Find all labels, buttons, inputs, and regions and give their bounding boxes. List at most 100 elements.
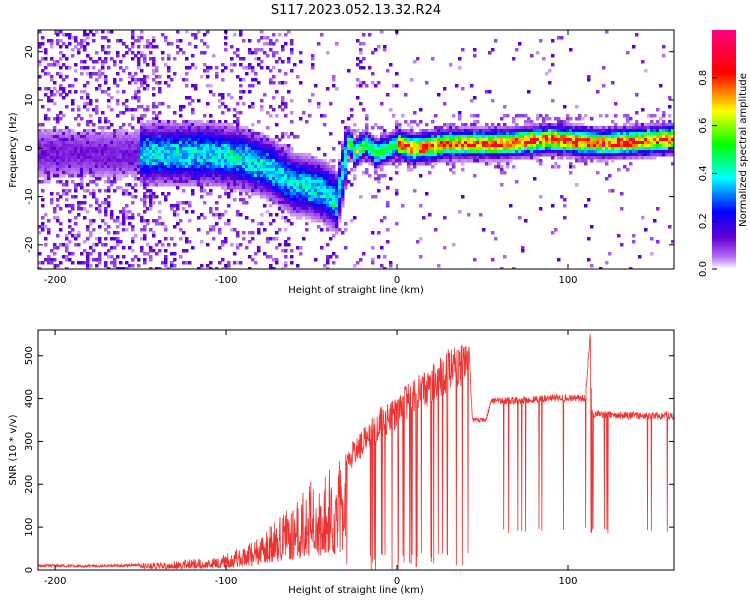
heatmap-cell	[503, 144, 507, 148]
heatmap-cell	[47, 144, 51, 148]
heatmap-cell	[197, 162, 201, 166]
heatmap-cell	[152, 138, 156, 142]
heatmap-cell	[224, 240, 228, 244]
heatmap-cell	[608, 135, 612, 139]
heatmap-cell	[236, 159, 240, 163]
heatmap-cell	[578, 132, 582, 136]
heatmap-cell	[161, 51, 165, 55]
heatmap-cell	[335, 207, 339, 211]
heatmap-cell	[56, 120, 60, 124]
heatmap-cell	[629, 129, 633, 133]
heatmap-cell	[527, 138, 531, 142]
heatmap-cell	[299, 180, 303, 184]
heatmap-cell	[503, 114, 507, 118]
heatmap-cell	[149, 57, 153, 61]
heatmap-cell	[80, 174, 84, 178]
heatmap-cell	[176, 126, 180, 130]
heatmap-cell	[272, 201, 276, 205]
heatmap-cell	[104, 252, 108, 256]
heatmap-cell	[245, 201, 249, 205]
heatmap-cell	[107, 153, 111, 157]
heatmap-cell	[95, 153, 99, 157]
heatmap-cell	[278, 162, 282, 166]
heatmap-cell	[365, 138, 369, 142]
heatmap-cell	[455, 138, 459, 142]
heatmap-cell	[515, 114, 519, 118]
heatmap-cell	[527, 150, 531, 154]
heatmap-cell	[47, 117, 51, 121]
heatmap-cell	[260, 48, 264, 52]
heatmap-cell	[164, 249, 168, 253]
heatmap-cell	[461, 135, 465, 139]
heatmap-cell	[335, 198, 339, 202]
heatmap-cell	[152, 192, 156, 196]
heatmap-cell	[134, 108, 138, 112]
heatmap-cell	[77, 51, 81, 55]
heatmap-cell	[287, 219, 291, 223]
heatmap-cell	[230, 153, 234, 157]
heatmap-cell	[290, 222, 294, 226]
heatmap-cell	[368, 153, 372, 157]
heatmap-cell	[134, 132, 138, 136]
heatmap-cell	[74, 132, 78, 136]
heatmap-cell	[104, 117, 108, 121]
heatmap-cell	[221, 174, 225, 178]
heatmap-cell	[422, 138, 426, 142]
heatmap-cell	[554, 132, 558, 136]
heatmap-cell	[665, 126, 669, 130]
heatmap-cell	[59, 207, 63, 211]
heatmap-cell	[152, 135, 156, 139]
heatmap-cell	[215, 147, 219, 151]
heatmap-cell	[221, 141, 225, 145]
heatmap-cell	[44, 156, 48, 160]
heatmap-cell	[116, 255, 120, 259]
heatmap-cell	[98, 135, 102, 139]
heatmap-cell	[179, 162, 183, 166]
heatmap-cell	[629, 117, 633, 121]
heatmap-cell	[173, 150, 177, 154]
heatmap-cell	[206, 120, 210, 124]
heatmap-cell	[179, 114, 183, 118]
heatmap-cell	[299, 204, 303, 208]
heatmap-cell	[374, 48, 378, 52]
heatmap-cell	[191, 153, 195, 157]
heatmap-cell	[212, 135, 216, 139]
heatmap-cell	[296, 264, 300, 268]
heatmap-cell	[260, 132, 264, 136]
heatmap-cell	[197, 174, 201, 178]
heatmap-cell	[161, 162, 165, 166]
heatmap-cell	[461, 123, 465, 127]
heatmap-cell	[473, 48, 477, 52]
heatmap-cell	[626, 129, 630, 133]
heatmap-cell	[278, 180, 282, 184]
heatmap-cell	[107, 165, 111, 169]
heatmap-cell	[419, 135, 423, 139]
heatmap-cell	[140, 162, 144, 166]
heatmap-cell	[230, 144, 234, 148]
heatmap-cell	[149, 228, 153, 232]
heatmap-cell	[41, 171, 45, 175]
heatmap-cell	[209, 267, 213, 269]
heatmap-cell	[521, 129, 525, 133]
heatmap-cell	[242, 39, 246, 43]
heatmap-cell	[152, 195, 156, 199]
heatmap-cell	[218, 120, 222, 124]
heatmap-cell	[95, 243, 99, 247]
heatmap-cell	[65, 159, 69, 163]
heatmap-cell	[92, 108, 96, 112]
heatmap-cell	[236, 129, 240, 133]
heatmap-cell	[569, 123, 573, 127]
heatmap-cell	[170, 165, 174, 169]
heatmap-cell	[137, 66, 141, 70]
heatmap-cell	[305, 207, 309, 211]
heatmap-cell	[662, 144, 666, 148]
heatmap-cell	[209, 189, 213, 193]
heatmap-cell	[326, 186, 330, 190]
heatmap-cell	[158, 144, 162, 148]
heatmap-cell	[161, 126, 165, 130]
heatmap-cell	[86, 129, 90, 133]
heatmap-cell	[350, 150, 354, 154]
heatmap-cell	[116, 99, 120, 103]
heatmap-cell	[92, 228, 96, 232]
heatmap-cell	[62, 171, 66, 175]
